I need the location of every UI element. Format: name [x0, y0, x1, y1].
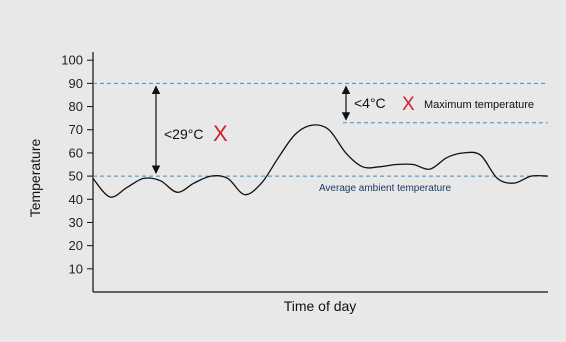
annotation-mark-4: X [402, 94, 415, 115]
x-axis-label: Time of day [284, 298, 357, 314]
y-tick-label: 30 [69, 215, 83, 230]
series-line [92, 124, 549, 198]
annotation-mark-29: X [213, 121, 228, 146]
reference-line-label: Average ambient temperature [319, 183, 452, 194]
annotation-sublabel-4: Maximum temperature [424, 99, 534, 111]
y-tick-label: 80 [69, 99, 83, 114]
y-tick-label: 20 [69, 238, 83, 253]
y-tick-label: 100 [61, 53, 83, 68]
annotation-label-4: <4°C [354, 95, 386, 111]
y-tick-label: 10 [69, 261, 83, 276]
annotation-label-29: <29°C [164, 126, 203, 142]
y-axis-label: Temperature [27, 138, 43, 217]
y-tick-label: 90 [69, 76, 83, 91]
y-tick-label: 40 [69, 192, 83, 207]
chart-background [8, 8, 558, 334]
y-tick-label: 60 [69, 145, 83, 160]
y-tick-label: 50 [69, 169, 83, 184]
y-tick-label: 70 [69, 122, 83, 137]
